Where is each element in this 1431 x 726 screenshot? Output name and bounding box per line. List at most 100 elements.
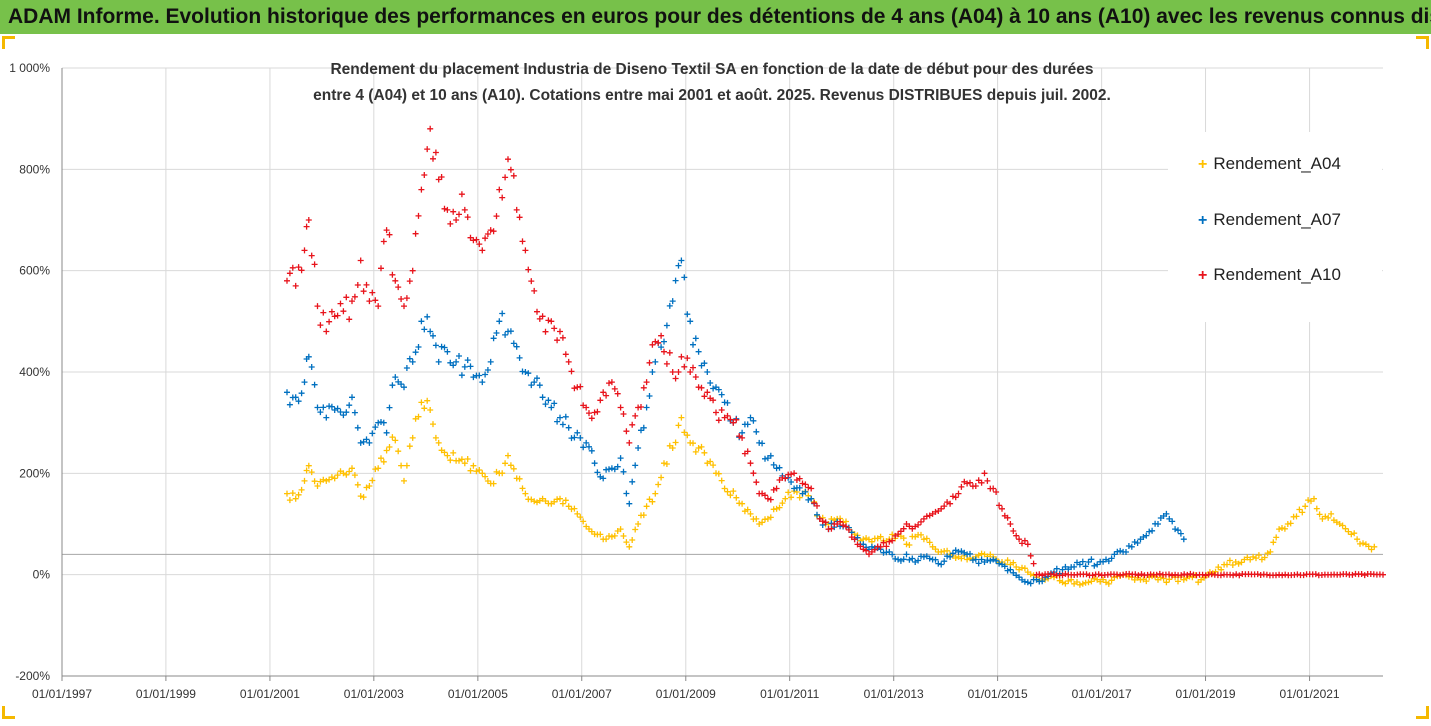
x-tick-label: 01/01/2017: [1072, 687, 1132, 701]
data-point: [947, 500, 954, 507]
x-tick-label: 01/01/1999: [136, 687, 196, 701]
data-point: [456, 211, 462, 218]
data-point: [534, 375, 540, 382]
data-point: [305, 462, 312, 469]
data-point: [401, 384, 407, 391]
data-point: [955, 548, 962, 555]
data-point: [640, 424, 647, 431]
data-point: [565, 503, 572, 510]
data-point: [398, 296, 405, 302]
data-point: [819, 518, 826, 525]
data-point: [1342, 525, 1349, 532]
data-point: [658, 344, 665, 351]
data-point: [1345, 528, 1352, 535]
data-point: [571, 434, 578, 441]
data-point: [292, 495, 299, 502]
data-point: [586, 443, 592, 450]
data-point: [889, 537, 896, 544]
data-point: [421, 326, 428, 333]
data-point: [484, 367, 491, 373]
data-point: [328, 308, 335, 315]
data-point: [606, 380, 612, 387]
data-point: [363, 436, 370, 443]
data-point: [349, 298, 355, 305]
data-point: [1287, 520, 1294, 527]
data-point: [718, 391, 725, 398]
data-point: [972, 556, 979, 563]
data-point: [698, 443, 705, 450]
data-point: [357, 257, 364, 264]
report-title-banner: ADAM Informe. Evolution historique des p…: [0, 0, 1431, 34]
data-point: [724, 399, 731, 406]
data-point: [623, 539, 630, 546]
data-point: [409, 434, 416, 441]
data-point: [690, 440, 696, 447]
data-point: [320, 476, 327, 483]
frame-corner-bottom-right: [1416, 706, 1429, 719]
data-point: [346, 316, 353, 323]
data-point: [479, 470, 486, 477]
data-point: [331, 313, 338, 320]
data-point: [1065, 578, 1072, 584]
data-point: [1261, 554, 1268, 561]
data-point: [1224, 561, 1230, 568]
data-point: [863, 535, 870, 542]
data-point: [695, 445, 702, 451]
data-point: [1238, 559, 1245, 566]
data-point: [1079, 580, 1086, 587]
data-point: [516, 214, 523, 221]
data-point: [1305, 497, 1312, 504]
data-point: [1082, 563, 1089, 570]
data-point: [565, 424, 572, 431]
data-point: [430, 421, 436, 428]
data-point: [707, 458, 714, 465]
data-point: [499, 194, 506, 201]
data-point: [672, 439, 679, 446]
data-point: [851, 536, 858, 543]
data-point: [340, 308, 347, 315]
data-point: [652, 358, 659, 365]
data-point: [1030, 560, 1037, 567]
data-point: [788, 479, 795, 485]
data-point: [715, 417, 722, 424]
data-point: [1079, 558, 1086, 565]
data-point: [1313, 505, 1320, 512]
data-point: [652, 338, 659, 345]
data-point: [1348, 531, 1355, 538]
data-point: [476, 241, 483, 248]
chart-title-line-2: entre 4 (A04) et 10 ans (A10). Cotations…: [313, 87, 1111, 104]
data-point: [750, 417, 757, 424]
data-point: [1263, 571, 1270, 578]
data-point: [1175, 578, 1181, 585]
data-point: [857, 543, 864, 550]
data-point: [395, 284, 402, 291]
data-point: [1163, 510, 1170, 517]
data-point: [802, 481, 809, 488]
data-point: [1050, 571, 1057, 577]
data-point: [314, 303, 321, 310]
data-point: [383, 429, 390, 436]
data-point: [949, 550, 956, 557]
data-point: [1380, 571, 1386, 578]
data-point: [301, 247, 308, 254]
data-point: [845, 526, 852, 533]
data-point: [871, 546, 878, 553]
data-point: [351, 409, 358, 416]
data-point: [1004, 567, 1011, 574]
data-point: [1007, 521, 1014, 527]
data-point: [487, 358, 494, 365]
data-point: [1169, 518, 1176, 525]
data-point: [378, 265, 384, 272]
data-point: [418, 186, 425, 193]
data-point: [984, 477, 991, 484]
data-point: [432, 149, 439, 156]
data-point: [545, 397, 552, 404]
data-point: [767, 452, 774, 459]
data-point: [447, 457, 454, 464]
data-point: [554, 337, 561, 344]
data-point: [450, 362, 457, 369]
data-point: [1184, 571, 1191, 578]
legend-marker-a10: +: [1198, 267, 1208, 284]
data-point: [510, 340, 517, 347]
data-point: [611, 532, 618, 539]
